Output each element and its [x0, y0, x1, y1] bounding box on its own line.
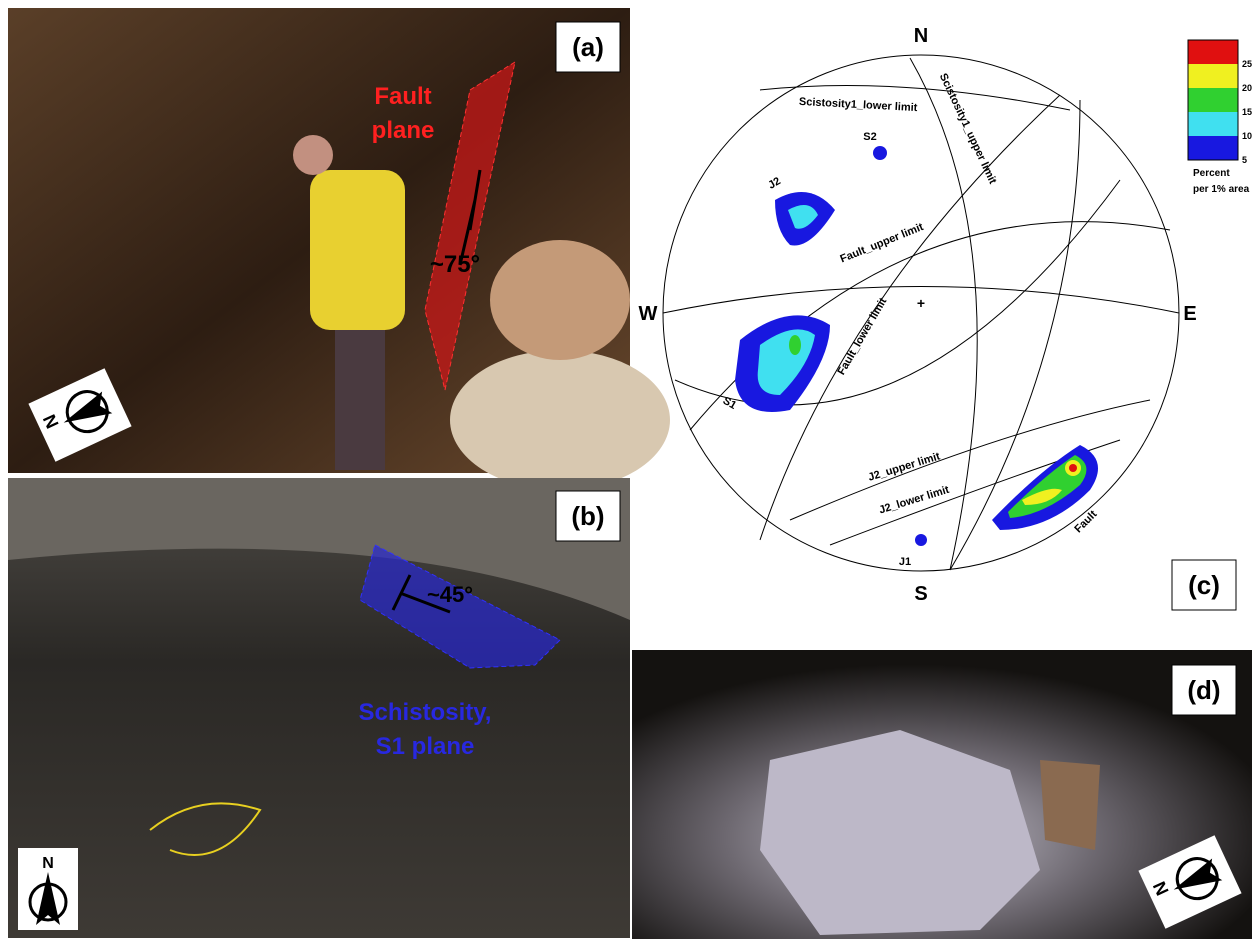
legend-swatch [1188, 40, 1238, 64]
panel-d: (d) N [632, 650, 1252, 939]
direction: E [1183, 303, 1196, 325]
center-mark: + [917, 295, 925, 311]
panel-a: Fault plane ~75° (a) N [8, 8, 670, 490]
annotation: S1 plane [376, 733, 475, 760]
annotation: plane [372, 117, 435, 144]
panel-label: (c) [1188, 570, 1220, 600]
annotation: ~75° [430, 251, 480, 278]
rock [450, 350, 670, 490]
stereonet-label: J1 [899, 556, 911, 568]
legend-title: Percent [1193, 168, 1230, 179]
legend-tick: 15 [1242, 107, 1252, 117]
contour [915, 534, 927, 546]
direction: S [914, 583, 927, 605]
contour [789, 335, 801, 355]
legend-subtitle: per 1% area [1193, 184, 1250, 195]
legend-swatch [1188, 88, 1238, 112]
panel-label: (d) [1187, 675, 1220, 705]
panel-b: ~45° Schistosity, S1 plane (b) N [8, 478, 630, 938]
north-arrow: N [18, 848, 78, 930]
legend: 25 20 15 10 5 Percent per 1% area [1188, 40, 1252, 195]
legend-swatch [1188, 112, 1238, 136]
legend-tick: 25 [1242, 59, 1252, 69]
figure: Fault plane ~75° (a) N ~45° Schistosity,… [0, 0, 1252, 939]
annotation: Fault [374, 83, 431, 110]
person-coat [310, 170, 405, 330]
person-legs [335, 330, 385, 470]
direction: W [639, 303, 658, 325]
page: {"panels": { "a": {"label": "(a)", "anno… [0, 0, 1252, 939]
annotation: ~45° [427, 582, 473, 607]
direction: N [914, 25, 928, 47]
person-head [293, 135, 333, 175]
contour [1069, 464, 1077, 472]
legend-tick: 10 [1242, 131, 1252, 141]
legend-tick: 20 [1242, 83, 1252, 93]
legend-swatch [1188, 136, 1238, 160]
contour [873, 146, 887, 160]
legend-tick: 5 [1242, 155, 1247, 165]
panel-label: (a) [572, 32, 604, 62]
legend-swatch [1188, 64, 1238, 88]
panel-c: + N S E W Scistosity1_lower limit Scisto… [639, 25, 1252, 610]
stereonet-label: S2 [863, 131, 876, 143]
boulder [1040, 760, 1100, 850]
annotation: Schistosity, [359, 699, 492, 726]
rock [490, 240, 630, 360]
north-label: N [42, 855, 54, 872]
panel-label: (b) [571, 501, 604, 531]
